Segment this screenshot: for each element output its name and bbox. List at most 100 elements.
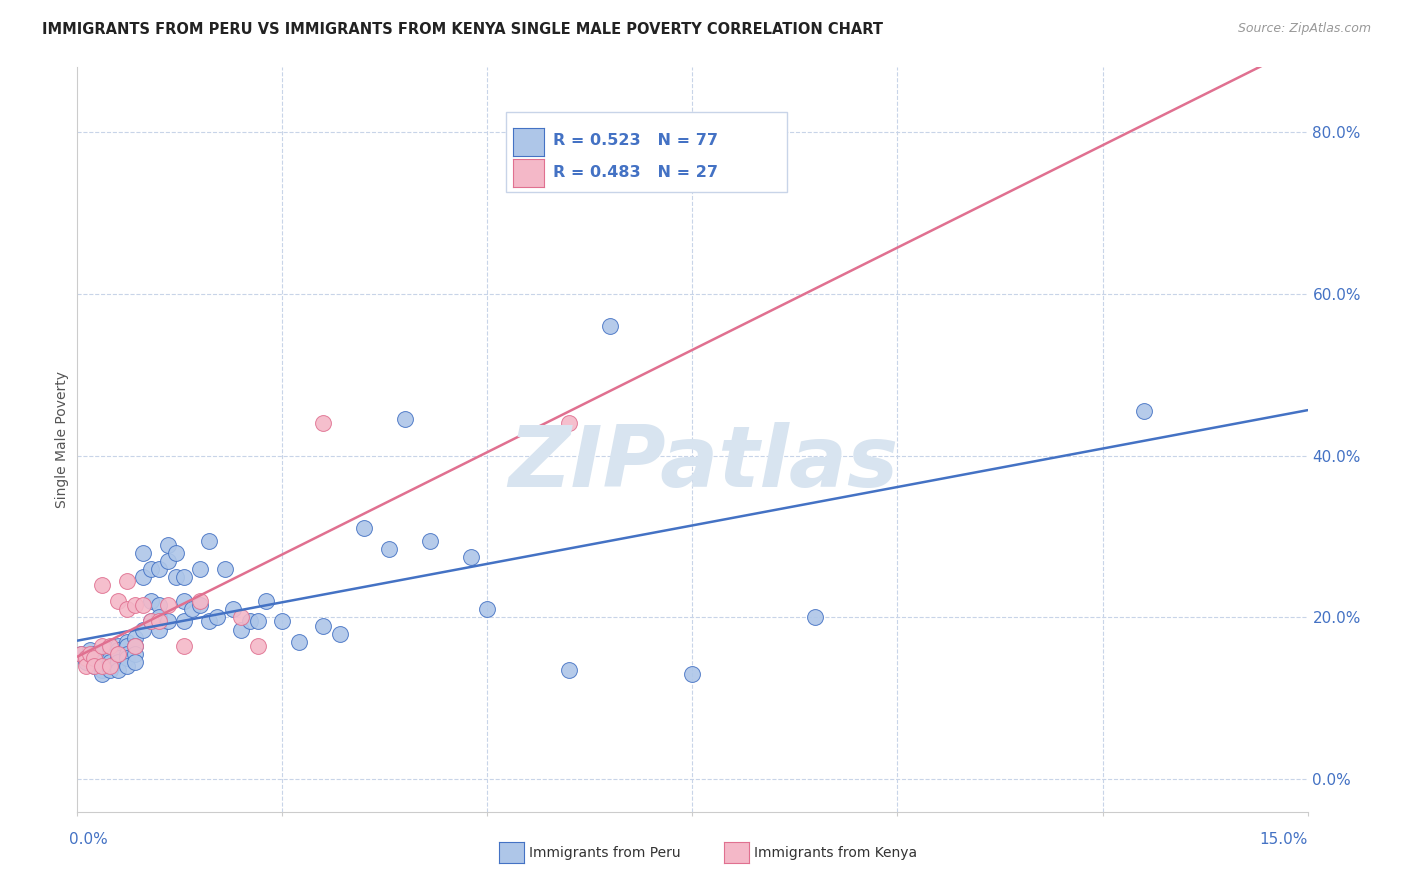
Point [75,651,97,665]
Point [98,642,121,657]
Point [148,615,170,629]
Point [246,615,269,629]
Text: Source: ZipAtlas.com: Source: ZipAtlas.com [1237,22,1371,36]
Point [90,639,114,653]
Point [156,537,179,551]
Point [804,610,827,624]
Point [141,615,163,629]
Point [124,647,146,661]
Point [148,623,170,637]
Point [558,663,581,677]
Point [87,651,110,665]
Point [115,659,138,673]
Point [460,549,482,564]
Point [83,659,105,673]
Point [231,610,253,624]
Point [132,546,155,560]
Point [132,623,155,637]
Text: R = 0.483   N = 27: R = 0.483 N = 27 [553,165,717,179]
Point [188,562,212,576]
Point [148,610,170,624]
Point [107,642,129,657]
Point [83,659,105,673]
Point [173,639,195,653]
Point [156,615,179,629]
Point [156,599,179,613]
Point [90,647,114,661]
Point [141,615,163,629]
Point [107,639,129,653]
Point [124,599,146,613]
Point [222,602,245,616]
Point [107,655,129,669]
Point [599,318,621,333]
Text: ZIPatlas: ZIPatlas [508,422,898,506]
Point [254,594,277,608]
Point [98,663,121,677]
Point [107,647,129,661]
Point [107,647,129,661]
Text: Immigrants from Peru: Immigrants from Peru [529,846,681,860]
Point [107,663,129,677]
Point [90,655,114,669]
Point [75,655,97,669]
Text: IMMIGRANTS FROM PERU VS IMMIGRANTS FROM KENYA SINGLE MALE POVERTY CORRELATION CH: IMMIGRANTS FROM PERU VS IMMIGRANTS FROM … [42,22,883,37]
Point [98,659,121,673]
Point [132,599,155,613]
Text: Immigrants from Kenya: Immigrants from Kenya [754,846,917,860]
Point [115,634,138,648]
Point [271,615,294,629]
Point [288,634,311,648]
Point [98,639,121,653]
Point [83,647,105,661]
Text: R = 0.523   N = 77: R = 0.523 N = 77 [553,134,717,148]
Point [558,416,581,430]
Point [70,647,93,661]
Text: 15.0%: 15.0% [1260,832,1308,847]
Point [197,615,219,629]
Point [141,562,163,576]
Point [75,659,97,673]
Point [115,574,138,588]
Point [312,416,335,430]
Point [79,647,101,661]
Point [419,533,441,548]
Point [181,602,204,616]
Point [115,639,138,653]
Point [79,642,101,657]
Point [124,655,146,669]
Point [477,602,499,616]
Point [98,655,121,669]
Point [124,631,146,645]
Point [90,663,114,677]
Point [98,651,121,665]
Point [188,599,212,613]
Point [115,647,138,661]
Point [124,639,146,653]
Text: 0.0%: 0.0% [69,832,108,847]
Point [75,651,97,665]
Point [1132,404,1154,418]
Point [132,570,155,584]
Point [83,651,105,665]
Point [107,594,129,608]
Point [394,412,416,426]
Point [173,615,195,629]
Y-axis label: Single Male Poverty: Single Male Poverty [55,371,69,508]
Point [165,546,187,560]
Point [107,651,129,665]
Point [90,667,114,681]
Point [312,618,335,632]
Point [70,647,93,661]
Point [246,639,269,653]
Point [90,659,114,673]
Point [173,594,195,608]
Point [124,639,146,653]
Point [214,562,236,576]
Point [329,626,352,640]
Point [156,554,179,568]
Point [682,667,704,681]
Point [148,599,170,613]
Point [231,623,253,637]
Point [141,594,163,608]
